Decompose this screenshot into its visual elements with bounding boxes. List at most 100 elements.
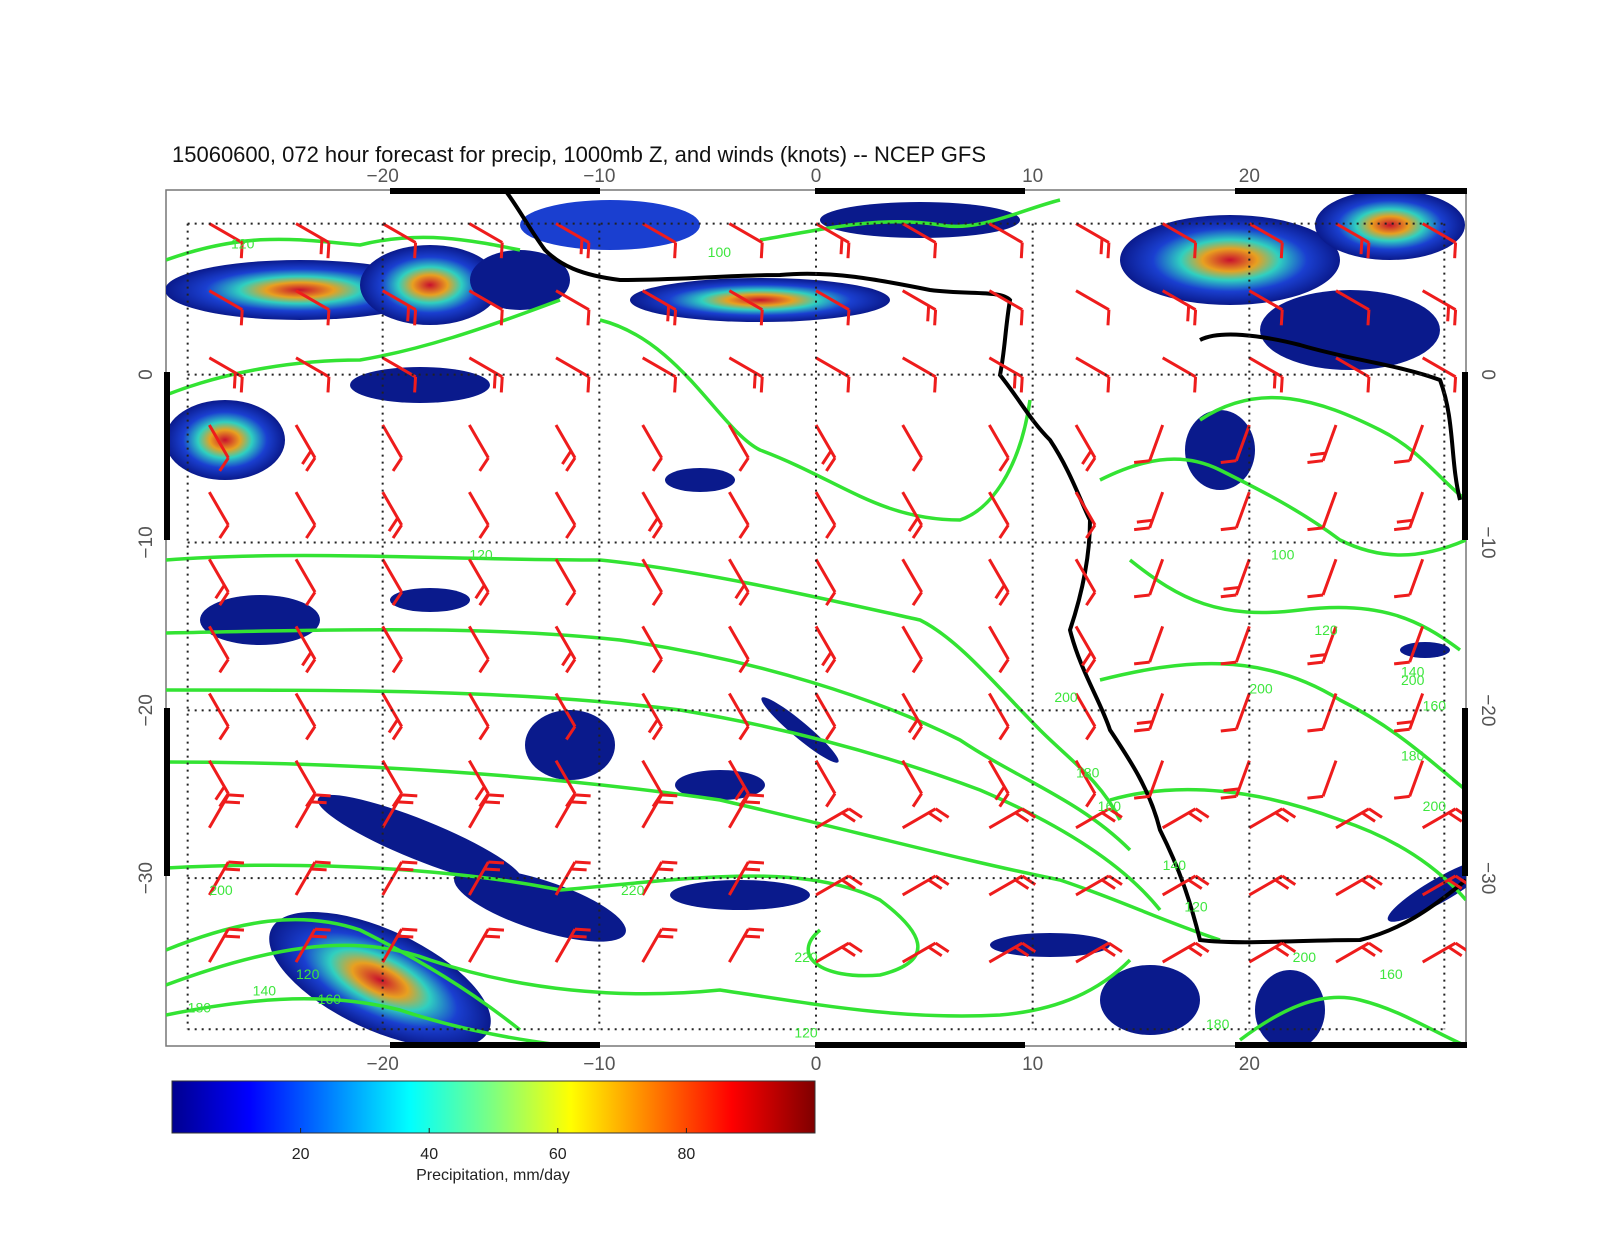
contour-line xyxy=(166,688,1162,912)
wind-barb xyxy=(468,793,505,829)
wind-barb xyxy=(1133,625,1165,666)
lon-ticks-top: −20 −10 0 10 20 xyxy=(367,166,1260,187)
wind-barb xyxy=(1421,356,1458,393)
contour-label: 200 xyxy=(1401,672,1425,688)
lon-tick-label-top: 10 xyxy=(1022,166,1043,187)
wind-barb xyxy=(554,692,577,741)
precip-area xyxy=(525,710,615,780)
wind-barb xyxy=(1161,807,1210,830)
wind-barb xyxy=(294,927,331,963)
wind-barb xyxy=(728,222,764,259)
precip-area xyxy=(1120,215,1340,305)
lat-tick-label-left: −30 xyxy=(136,862,157,894)
wind-barb xyxy=(1248,807,1297,830)
wind-barb xyxy=(728,927,765,963)
contour-line xyxy=(166,760,1221,942)
wind-barb xyxy=(468,558,490,607)
contour-label: 120 xyxy=(469,546,493,562)
precip-area xyxy=(317,794,523,886)
wind-barb xyxy=(1074,424,1097,472)
lat-tick-label-left: −20 xyxy=(136,694,157,726)
contour-label: 100 xyxy=(708,244,732,260)
wind-barb xyxy=(468,491,490,539)
contour-label: 200 xyxy=(1423,798,1447,814)
wind-barb xyxy=(1220,625,1251,666)
precip-area xyxy=(390,588,470,612)
wind-barb xyxy=(988,625,1010,674)
wind-barb xyxy=(1074,759,1097,808)
contour-line xyxy=(759,198,1061,242)
wind-barb xyxy=(555,222,591,259)
wind-barb xyxy=(728,424,750,472)
precip-area xyxy=(520,200,700,250)
wind-barb xyxy=(208,558,230,607)
wind-barb xyxy=(1074,491,1097,539)
wind-barb xyxy=(554,424,577,472)
wind-barb xyxy=(381,625,403,674)
contour-label: 120 xyxy=(1184,899,1208,915)
contour-line xyxy=(166,943,1132,1018)
wind-barb xyxy=(554,927,591,963)
wind-barb xyxy=(295,356,331,393)
wind-barb xyxy=(988,941,1037,964)
wind-barb xyxy=(554,793,591,829)
lon-tick-label-bottom: 10 xyxy=(1022,1054,1043,1075)
precip-area xyxy=(360,245,500,325)
wind-barb xyxy=(381,289,418,326)
wind-barb xyxy=(1075,222,1111,259)
wind-barb xyxy=(1161,289,1198,326)
wind-barb xyxy=(294,793,331,829)
wind-barb xyxy=(1335,807,1383,830)
wind-barb xyxy=(1075,289,1111,326)
lon-tick-label-top: 20 xyxy=(1239,166,1260,187)
precip-area xyxy=(630,278,890,322)
precip-area xyxy=(1260,290,1440,370)
wind-barb xyxy=(641,424,663,472)
wind-barb xyxy=(1248,222,1284,259)
contour-label: 140 xyxy=(253,983,277,999)
wind-barb xyxy=(641,927,678,963)
wind-barb xyxy=(1074,558,1097,607)
contour-label: 180 xyxy=(1076,764,1100,780)
wind-barb xyxy=(294,424,317,472)
wind-barb xyxy=(1307,760,1338,800)
precip-area xyxy=(670,880,810,910)
wind-barb xyxy=(555,356,591,393)
wind-barb xyxy=(208,222,244,259)
wind-barb xyxy=(208,793,245,829)
wind-barb xyxy=(554,558,577,607)
wind-barb xyxy=(728,558,750,607)
contour-line xyxy=(1099,661,1466,792)
wind-barb xyxy=(1075,807,1123,830)
wind-barb xyxy=(988,491,1010,539)
wind-barb xyxy=(208,692,230,741)
wind-barb xyxy=(1133,558,1165,599)
lat-ticks-left: 0 −10 −20 −30 xyxy=(136,369,157,894)
wind-barb xyxy=(815,222,851,259)
contour-line xyxy=(166,298,561,397)
contour-label: 160 xyxy=(1098,798,1122,814)
coastline xyxy=(503,190,1466,945)
lon-tick-label-top: 0 xyxy=(811,166,822,187)
wind-barb xyxy=(815,874,863,897)
wind-barb xyxy=(901,692,923,741)
wind-barb xyxy=(814,759,837,808)
wind-barb xyxy=(468,222,504,259)
wind-barb xyxy=(988,759,1010,808)
wind-barb xyxy=(1074,625,1097,674)
colorbar-tick-label: 40 xyxy=(420,1146,438,1163)
wind-barb xyxy=(728,289,764,326)
precip-area xyxy=(1400,642,1450,658)
wind-barb xyxy=(468,927,505,963)
wind-barb xyxy=(901,759,923,808)
contour-label: 200 xyxy=(209,882,233,898)
wind-barb xyxy=(1220,760,1251,800)
lon-tick-label-top: −10 xyxy=(583,166,615,187)
contour-label: 120 xyxy=(794,1025,818,1041)
wind-barb xyxy=(381,424,403,472)
contour-line xyxy=(599,318,1032,522)
wind-barb xyxy=(1248,941,1297,964)
contour-label: 140 xyxy=(1163,857,1187,873)
wind-barb xyxy=(641,692,663,741)
lon-tick-label-bottom: −20 xyxy=(367,1054,399,1075)
